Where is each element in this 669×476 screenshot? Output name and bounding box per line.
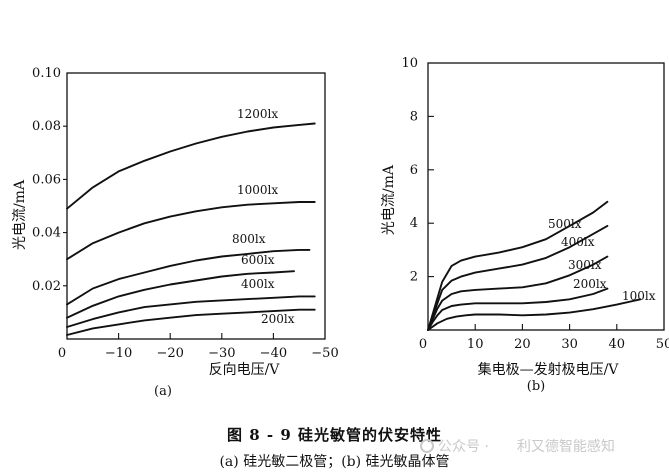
series-line [66,270,295,319]
y-tick-label: 4 [410,216,418,231]
x-axis-label: 反向电压/V [209,362,281,378]
y-tick-label: 10 [401,56,418,71]
x-tick-label: −50 [311,346,338,361]
series-line [427,224,609,331]
plot-frame [66,72,326,340]
plot-frame [427,62,665,331]
series-label: 600lx [241,253,275,267]
series-line [66,122,316,210]
series-label: 200lx [261,312,295,326]
series-label: 1000lx [237,183,278,197]
y-tick-label: 8 [410,109,418,124]
chart-b: 0 10 20 30 40 50 2 4 6 8 10 500lx 400lx 300lx 200lx 100… [381,56,669,394]
series-line [66,308,316,336]
x-tick-label: 20 [514,337,531,352]
figure-caption: 图 8 - 9 硅光敏管的伏安特性 [227,426,442,444]
x-tick-label: 0 [58,346,66,361]
figure-subcaption: (a) 硅光敏二极管；(b) 硅光敏晶体管 [219,454,450,470]
y-tick-label: 6 [410,163,418,178]
y-tick-label: 0.08 [32,119,61,134]
x-axis-label: 集电极—发射极电压/V [478,361,620,378]
series-line [427,200,609,331]
series-label: 400lx [241,277,275,291]
y-axis-label: 光电流/mA [12,179,28,250]
x-tick-label: 40 [609,337,626,352]
series-label: 300lx [568,258,602,272]
series-label: 800lx [232,232,266,246]
y-tick-label: 0.06 [32,172,61,187]
x-tick-label: −40 [260,346,287,361]
watermark-right: 利又德智能感知 [516,439,615,455]
y-tick-label: 0.10 [32,66,61,81]
series-line [427,287,609,331]
series-label: 200lx [573,277,607,291]
series-line [66,295,316,328]
chart-a: 0 −10 −20 −30 −40 −50 0.02 0.04 0.06 0.08 0.10 1200… [12,66,339,399]
watermark: 公众号 · 利又德智能感知 [420,436,615,456]
series-label: 100lx [622,289,656,303]
x-tick-label: −20 [156,346,183,361]
series-line [66,248,311,306]
series-label: 500lx [548,217,582,231]
x-tick-label: 10 [467,337,484,352]
series-label: 400lx [561,235,595,249]
series-line [66,201,316,261]
panel-label: (b) [527,379,545,394]
wechat-icon [420,439,434,453]
x-tick-label: 30 [561,337,578,352]
x-tick-label: −10 [105,346,132,361]
watermark-left: 公众号 · [438,439,489,455]
y-tick-label: 2 [410,270,418,285]
y-axis-label: 光电流/mA [381,164,397,235]
x-tick-label: −30 [208,346,235,361]
x-tick-label: 0 [419,337,427,352]
y-tick-label: 0.02 [32,279,61,294]
series-line [427,298,642,331]
series-line [427,255,609,331]
series-label: 1200lx [237,107,278,121]
x-tick-label: 50 [656,337,669,352]
y-tick-label: 0.04 [32,226,61,241]
panel-label: (a) [154,384,172,399]
